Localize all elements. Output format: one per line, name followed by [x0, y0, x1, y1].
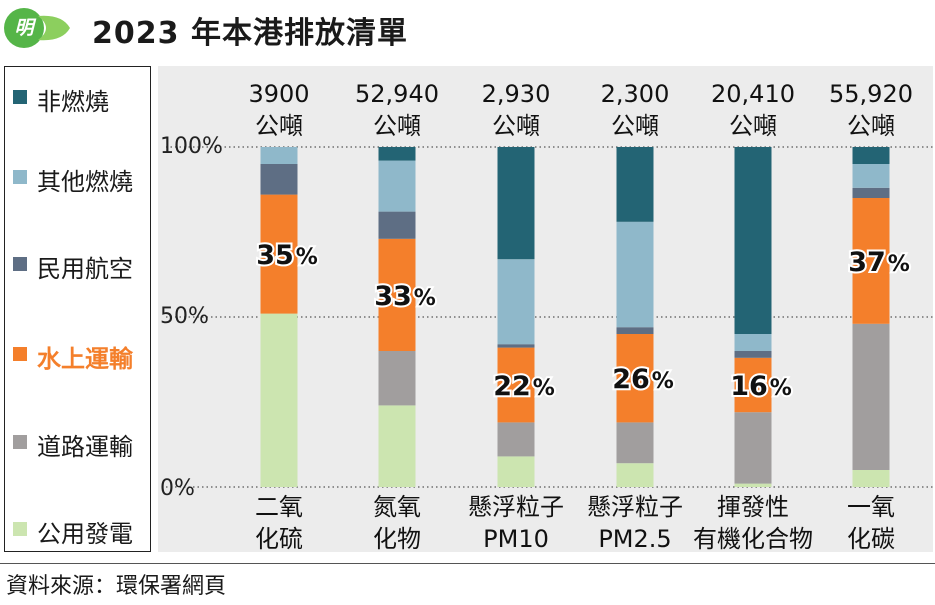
category-label: 氮氧 — [373, 493, 421, 521]
legend-item: 道路運輸 — [11, 423, 151, 463]
y-tick-label: 50% — [160, 304, 209, 329]
bar-segment — [378, 211, 416, 239]
bar-segment — [734, 147, 772, 334]
total-label: 公噸 — [492, 112, 540, 140]
category-label: 揮發性 — [717, 493, 789, 521]
total-label: 55,920 — [829, 80, 913, 108]
bar-segment — [260, 147, 298, 164]
legend-swatch — [13, 347, 27, 361]
bar-segment — [260, 194, 298, 314]
source-divider — [0, 563, 935, 564]
total-label: 公噸 — [611, 112, 659, 140]
bar-segment — [378, 405, 416, 487]
bar-segment — [852, 470, 890, 487]
bar-segment — [734, 334, 772, 351]
logo-text: 明 — [14, 17, 34, 39]
legend-swatch — [13, 257, 27, 271]
y-tick-label: 100% — [160, 134, 223, 159]
header: 明 2023 年本港排放清單 — [0, 0, 935, 60]
bar-segment — [497, 422, 535, 457]
bar-segment — [852, 323, 890, 470]
bar-segment — [378, 351, 416, 406]
total-label: 公噸 — [373, 112, 421, 140]
chart-legend: 非燃燒 其他燃燒 民用航空 水上運輸 道路運輸 公用發電 — [4, 66, 151, 552]
legend-swatch — [13, 90, 27, 104]
category-label: 化碳 — [847, 525, 895, 552]
logo-swoosh-icon — [38, 15, 70, 41]
bar-segment — [734, 351, 772, 358]
bar-segment — [260, 313, 298, 487]
source-note: 資料來源：環保署網頁 — [6, 574, 227, 599]
bar-segment — [616, 463, 654, 487]
bar-segment — [852, 164, 890, 188]
category-label: 懸浮粒子 — [587, 493, 683, 521]
bar-segment — [734, 412, 772, 484]
legend-swatch — [13, 170, 27, 184]
bar-segment — [734, 483, 772, 487]
page-title: 2023 年本港排放清單 — [92, 16, 408, 51]
legend-item: 非燃燒 — [11, 78, 151, 118]
legend-item: 水上運輸 — [11, 335, 151, 375]
legend-swatch — [13, 435, 27, 449]
category-label: 二氧 — [255, 493, 303, 521]
bar-segment — [616, 147, 654, 222]
total-label: 公噸 — [729, 112, 777, 140]
category-label: 化物 — [373, 525, 421, 552]
legend-label: 民用航空 — [37, 255, 133, 283]
bar-segment — [734, 357, 772, 413]
category-label: 有機化合物 — [693, 525, 813, 552]
legend-item: 民用航空 — [11, 245, 151, 285]
total-label: 20,410 — [711, 80, 795, 108]
category-label: PM2.5 — [598, 525, 671, 552]
total-label: 2,930 — [482, 80, 551, 108]
bar-segment — [497, 259, 535, 345]
y-tick-label: 0% — [160, 476, 195, 501]
bar-segment — [616, 334, 654, 423]
bar-segment — [616, 221, 654, 328]
bar-segment — [378, 238, 416, 351]
bar-segment — [852, 147, 890, 164]
bar-segment — [378, 160, 416, 212]
bar-segment — [616, 422, 654, 464]
data-label: 35% — [256, 240, 318, 271]
total-label: 公噸 — [255, 112, 303, 140]
data-label: 22% — [493, 371, 555, 402]
data-label: 37% — [848, 247, 910, 278]
legend-label: 非燃燒 — [37, 88, 109, 116]
legend-item: 其他燃燒 — [11, 158, 151, 198]
legend-label: 其他燃燒 — [37, 168, 133, 196]
bar-segment — [378, 147, 416, 161]
legend-label: 水上運輸 — [37, 345, 133, 373]
legend-item: 公用發電 — [11, 510, 151, 550]
bar-segment — [497, 344, 535, 348]
bar-segment — [616, 327, 654, 334]
bar-segment — [497, 456, 535, 487]
total-label: 2,300 — [601, 80, 670, 108]
data-label: 33% — [374, 281, 436, 312]
total-label: 公噸 — [847, 112, 895, 140]
legend-label: 道路運輸 — [37, 433, 133, 461]
logo-badge: 明 — [4, 8, 44, 48]
legend-swatch — [13, 522, 27, 536]
legend-label: 公用發電 — [37, 520, 133, 548]
bar-segment — [260, 164, 298, 195]
category-label: 一氧 — [847, 493, 895, 521]
category-label: 懸浮粒子 — [468, 493, 564, 521]
bar-segment — [852, 198, 890, 324]
bar-segment — [497, 347, 535, 423]
bar-segment — [852, 187, 890, 198]
data-label: 16% — [730, 371, 792, 402]
data-label: 26% — [612, 364, 674, 395]
category-label: PM10 — [483, 525, 549, 552]
bar-segment — [497, 147, 535, 260]
total-label: 3900 — [248, 80, 309, 108]
total-label: 52,940 — [355, 80, 439, 108]
category-label: 化硫 — [255, 525, 303, 552]
